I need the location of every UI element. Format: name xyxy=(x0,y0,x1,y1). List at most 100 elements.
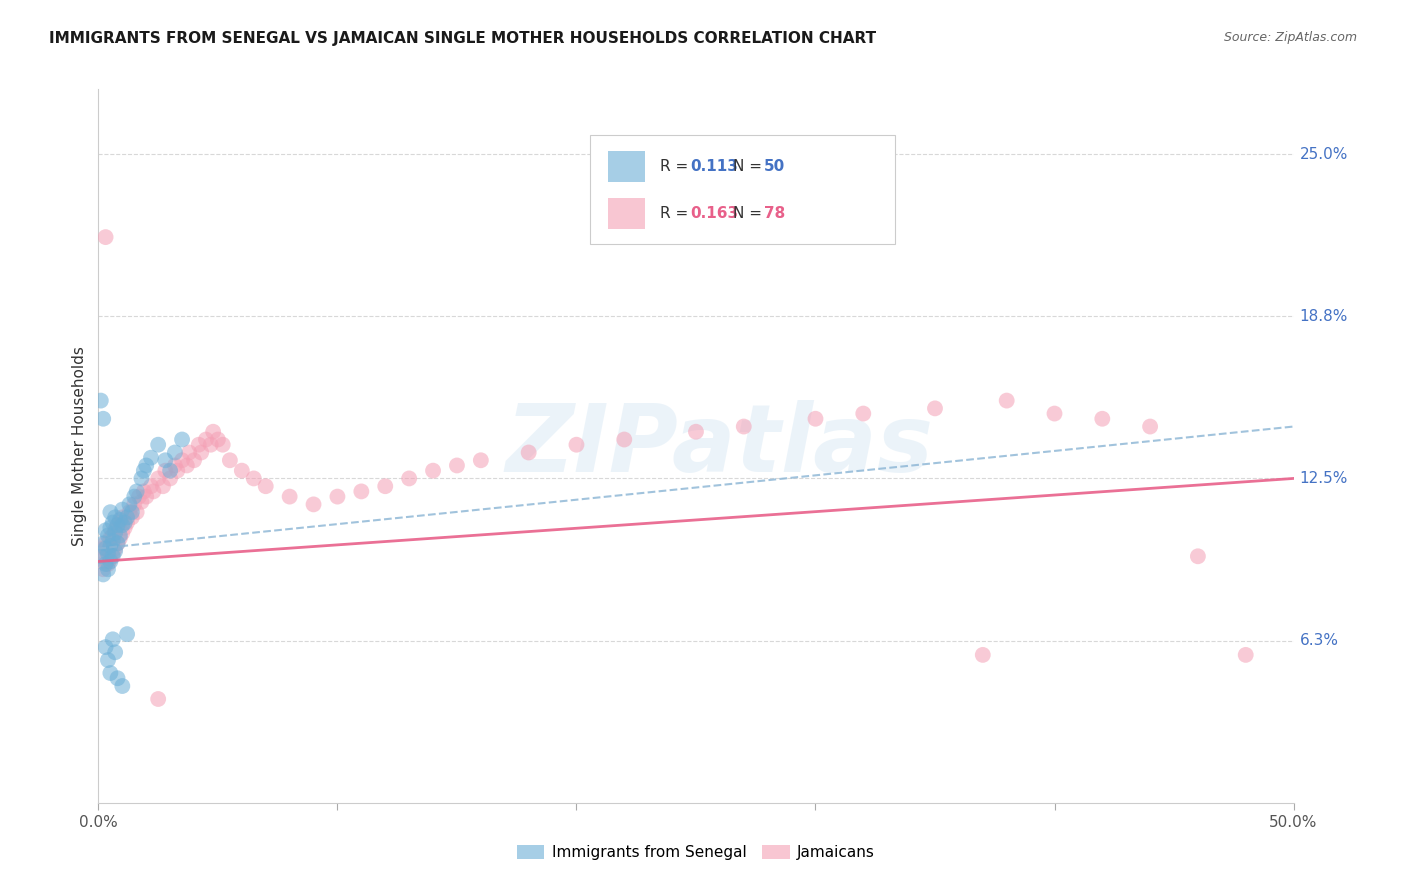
Text: 12.5%: 12.5% xyxy=(1299,471,1348,486)
Point xyxy=(91,541,114,556)
Point xyxy=(139,479,162,493)
Point xyxy=(91,536,114,550)
Point xyxy=(1043,407,1066,421)
Point xyxy=(101,547,124,561)
Text: 18.8%: 18.8% xyxy=(1299,309,1348,324)
Point xyxy=(231,464,253,478)
Point xyxy=(187,438,209,452)
Point xyxy=(118,505,141,519)
Point xyxy=(183,453,205,467)
Point xyxy=(91,567,114,582)
Point xyxy=(94,541,117,556)
Point xyxy=(104,510,127,524)
Point xyxy=(111,679,134,693)
Point xyxy=(97,528,120,542)
Point xyxy=(121,510,143,524)
Point xyxy=(97,544,120,558)
Point xyxy=(131,495,153,509)
Point xyxy=(98,539,122,553)
Point xyxy=(114,521,136,535)
Point xyxy=(972,648,994,662)
Text: N =: N = xyxy=(733,159,768,174)
Point xyxy=(108,528,131,542)
Point xyxy=(211,438,233,452)
Point xyxy=(98,552,122,566)
FancyBboxPatch shape xyxy=(609,151,645,182)
Point xyxy=(422,464,444,478)
Point xyxy=(163,445,186,459)
Point xyxy=(104,645,127,659)
Point xyxy=(94,230,117,244)
Point xyxy=(98,505,122,519)
Text: 25.0%: 25.0% xyxy=(1299,146,1348,161)
Point xyxy=(131,471,153,485)
Point xyxy=(107,518,129,533)
Point xyxy=(107,518,129,533)
Point xyxy=(91,562,114,576)
Point xyxy=(101,516,124,530)
Point xyxy=(254,479,277,493)
Point xyxy=(111,510,134,524)
Point xyxy=(124,490,146,504)
Point xyxy=(155,453,177,467)
Y-axis label: Single Mother Households: Single Mother Households xyxy=(72,346,87,546)
Point xyxy=(195,433,218,447)
Point xyxy=(104,524,127,538)
Point xyxy=(148,471,170,485)
Point xyxy=(98,521,122,535)
Text: IMMIGRANTS FROM SENEGAL VS JAMAICAN SINGLE MOTHER HOUSEHOLDS CORRELATION CHART: IMMIGRANTS FROM SENEGAL VS JAMAICAN SING… xyxy=(49,31,876,46)
Legend: Immigrants from Senegal, Jamaicans: Immigrants from Senegal, Jamaicans xyxy=(510,839,882,866)
Point xyxy=(98,666,122,681)
Point xyxy=(135,490,157,504)
Point xyxy=(101,549,124,564)
Point xyxy=(219,453,242,467)
Point xyxy=(159,464,181,478)
Point xyxy=(94,536,117,550)
Point xyxy=(278,490,301,504)
Point xyxy=(148,438,170,452)
Point xyxy=(374,479,396,493)
Point xyxy=(90,549,112,564)
Text: R =: R = xyxy=(659,206,693,221)
Point xyxy=(115,627,138,641)
Point xyxy=(118,497,141,511)
Point xyxy=(350,484,373,499)
Point xyxy=(101,528,124,542)
Point xyxy=(446,458,468,473)
Point xyxy=(94,554,117,568)
Point xyxy=(159,471,181,485)
Point xyxy=(398,471,420,485)
Point xyxy=(804,411,827,425)
Point xyxy=(111,525,134,540)
Point xyxy=(139,450,162,465)
Point xyxy=(924,401,946,416)
Point xyxy=(166,464,188,478)
Point xyxy=(302,497,325,511)
Point xyxy=(108,516,131,530)
Point xyxy=(132,464,155,478)
Point xyxy=(97,653,120,667)
Point xyxy=(104,544,127,558)
Point xyxy=(155,464,177,478)
Point xyxy=(108,513,131,527)
Point xyxy=(200,438,222,452)
Text: R =: R = xyxy=(659,159,693,174)
Point xyxy=(470,453,492,467)
Point xyxy=(152,479,174,493)
Point xyxy=(135,458,157,473)
Point xyxy=(852,407,875,421)
Text: ZIPatlas: ZIPatlas xyxy=(506,400,934,492)
Point xyxy=(94,524,117,538)
Point xyxy=(101,533,124,548)
Point xyxy=(115,510,138,524)
Point xyxy=(176,458,198,473)
Point xyxy=(104,541,127,556)
Point xyxy=(1234,648,1257,662)
Point xyxy=(125,505,148,519)
Point xyxy=(565,438,588,452)
Text: N =: N = xyxy=(733,206,768,221)
Point xyxy=(94,557,117,571)
Point xyxy=(91,411,114,425)
Text: Source: ZipAtlas.com: Source: ZipAtlas.com xyxy=(1223,31,1357,45)
Text: 78: 78 xyxy=(763,206,785,221)
